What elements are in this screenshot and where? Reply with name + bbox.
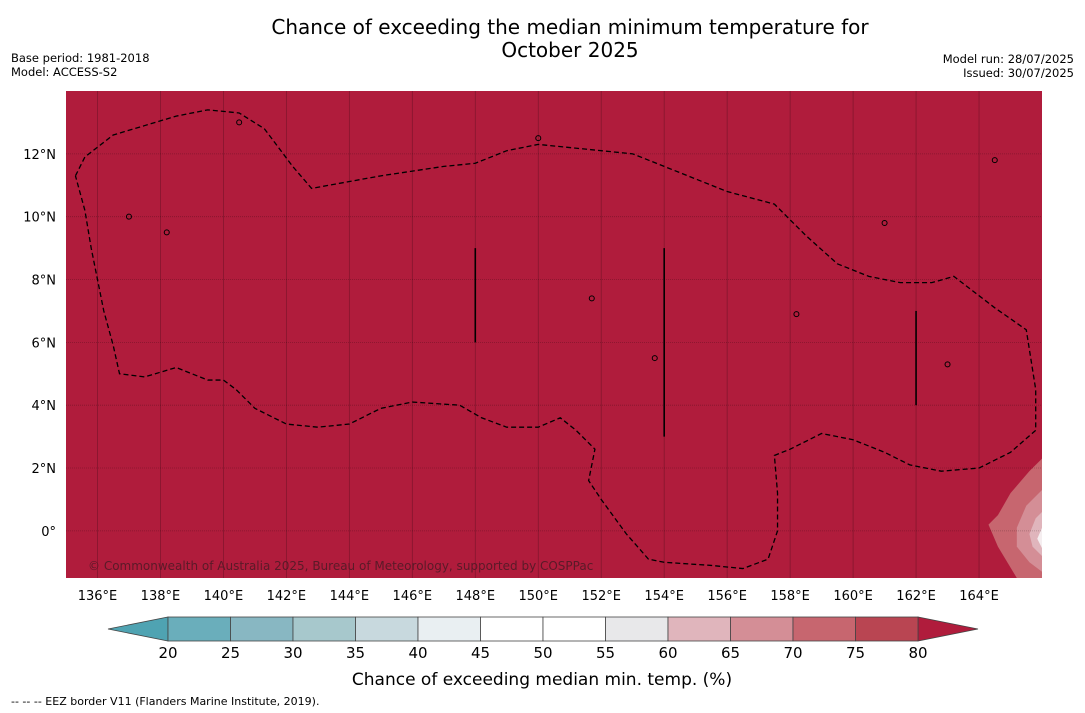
map-background	[66, 91, 1042, 578]
colorbar-bin	[730, 616, 794, 642]
island-outline	[651, 355, 658, 362]
island-outline	[535, 135, 542, 142]
colorbar-tick-label: 40	[408, 644, 427, 662]
latitude-label: 12°N	[23, 148, 56, 163]
latitude-label: 10°N	[23, 211, 56, 226]
island-outline	[588, 295, 595, 302]
latitude-label: 2°N	[32, 462, 57, 477]
longitude-label: 160°E	[833, 589, 873, 604]
chart-title-line-2: October 2025	[501, 38, 639, 62]
colorbar-tick-label: 30	[283, 644, 302, 662]
colorbar-tick-label: 60	[658, 644, 677, 662]
island-outline	[881, 219, 888, 226]
latitude-labels: 0° 2°N 4°N 6°N 8°N 10°N 12°N	[23, 148, 56, 540]
latitude-label: 6°N	[32, 336, 57, 351]
longitude-label: 140°E	[204, 589, 244, 604]
colorbar-bin	[855, 616, 919, 642]
colorbar-tick-label: 80	[908, 644, 927, 662]
colorbar-over-arrow	[917, 616, 979, 642]
longitude-label: 152°E	[581, 589, 621, 604]
longitude-label: 142°E	[267, 589, 307, 604]
colorbar-under-arrow	[107, 616, 169, 642]
longitude-label: 158°E	[770, 589, 810, 604]
colorbar-bin	[167, 616, 231, 642]
longitude-labels: 136°E 138°E 140°E 142°E 144°E 146°E 148°E 150°E…	[78, 589, 999, 604]
latitude-label: 4°N	[32, 399, 57, 414]
colorbar-bin	[542, 616, 606, 642]
longitude-label: 154°E	[644, 589, 684, 604]
eez-footnote: -- -- -- EEZ border V11 (Flanders Marine…	[11, 695, 320, 708]
colorbar-bin	[480, 616, 544, 642]
colorbar-bin	[605, 616, 669, 642]
colorbar-tick-label: 45	[471, 644, 490, 662]
anomaly-patch-55	[1037, 527, 1042, 549]
anomaly-patch-70	[1016, 490, 1042, 572]
colorbar-tick-label: 70	[783, 644, 802, 662]
anomaly-patches	[988, 458, 1042, 578]
island-outline	[236, 119, 243, 126]
colorbar-tick-label: 50	[533, 644, 552, 662]
issued-text: Issued: 30/07/2025	[963, 66, 1074, 80]
colorbar-tick-label: 25	[221, 644, 240, 662]
colorbar-bin	[355, 616, 419, 642]
longitude-label: 144°E	[330, 589, 370, 604]
map-panel: © Commonwealth of Australia 2025, Bureau…	[66, 91, 1042, 578]
colorbar-tick-label: 20	[158, 644, 177, 662]
model-text: Model: ACCESS-S2	[11, 65, 118, 79]
colorbar-tick-label: 35	[346, 644, 365, 662]
longitude-label: 164°E	[959, 589, 999, 604]
copyright-text: © Commonwealth of Australia 2025, Bureau…	[88, 559, 593, 573]
colorbar-bin	[667, 616, 731, 642]
colorbar-tick-label: 65	[721, 644, 740, 662]
colorbar-bin	[417, 616, 481, 642]
longitude-label: 156°E	[707, 589, 747, 604]
eez-boundary-line	[74, 109, 1037, 570]
longitude-label: 146°E	[393, 589, 433, 604]
longitude-label: 150°E	[518, 589, 558, 604]
colorbar-tick-label: 75	[846, 644, 865, 662]
island-outline	[163, 229, 170, 236]
anomaly-patch-65	[1029, 512, 1042, 557]
colorbar-bin	[292, 616, 356, 642]
latitude-label: 8°N	[32, 274, 57, 289]
island-outline	[125, 213, 132, 220]
longitude-label: 136°E	[78, 589, 118, 604]
colorbar-bin	[792, 616, 856, 642]
longitude-label: 162°E	[896, 589, 936, 604]
base-period-text: Base period: 1981-2018	[11, 51, 150, 65]
longitude-label: 148°E	[456, 589, 496, 604]
colorbar-bin	[230, 616, 294, 642]
island-outline	[944, 361, 951, 368]
island-outline	[991, 157, 998, 164]
colorbar: 20 25 30 35 40 45 50 55 60 65 70 75 80	[107, 616, 979, 662]
colorbar-tick-label: 55	[596, 644, 615, 662]
colorbar-label: Chance of exceeding median min. temp. (%…	[352, 670, 732, 690]
eez-border	[74, 109, 1037, 570]
chart-title-line-1: Chance of exceeding the median minimum t…	[271, 15, 869, 39]
islands	[125, 119, 998, 368]
latitude-label: 0°	[41, 525, 56, 540]
island-outline	[793, 311, 800, 318]
model-run-text: Model run: 28/07/2025	[942, 52, 1074, 66]
longitude-label: 138°E	[141, 589, 181, 604]
